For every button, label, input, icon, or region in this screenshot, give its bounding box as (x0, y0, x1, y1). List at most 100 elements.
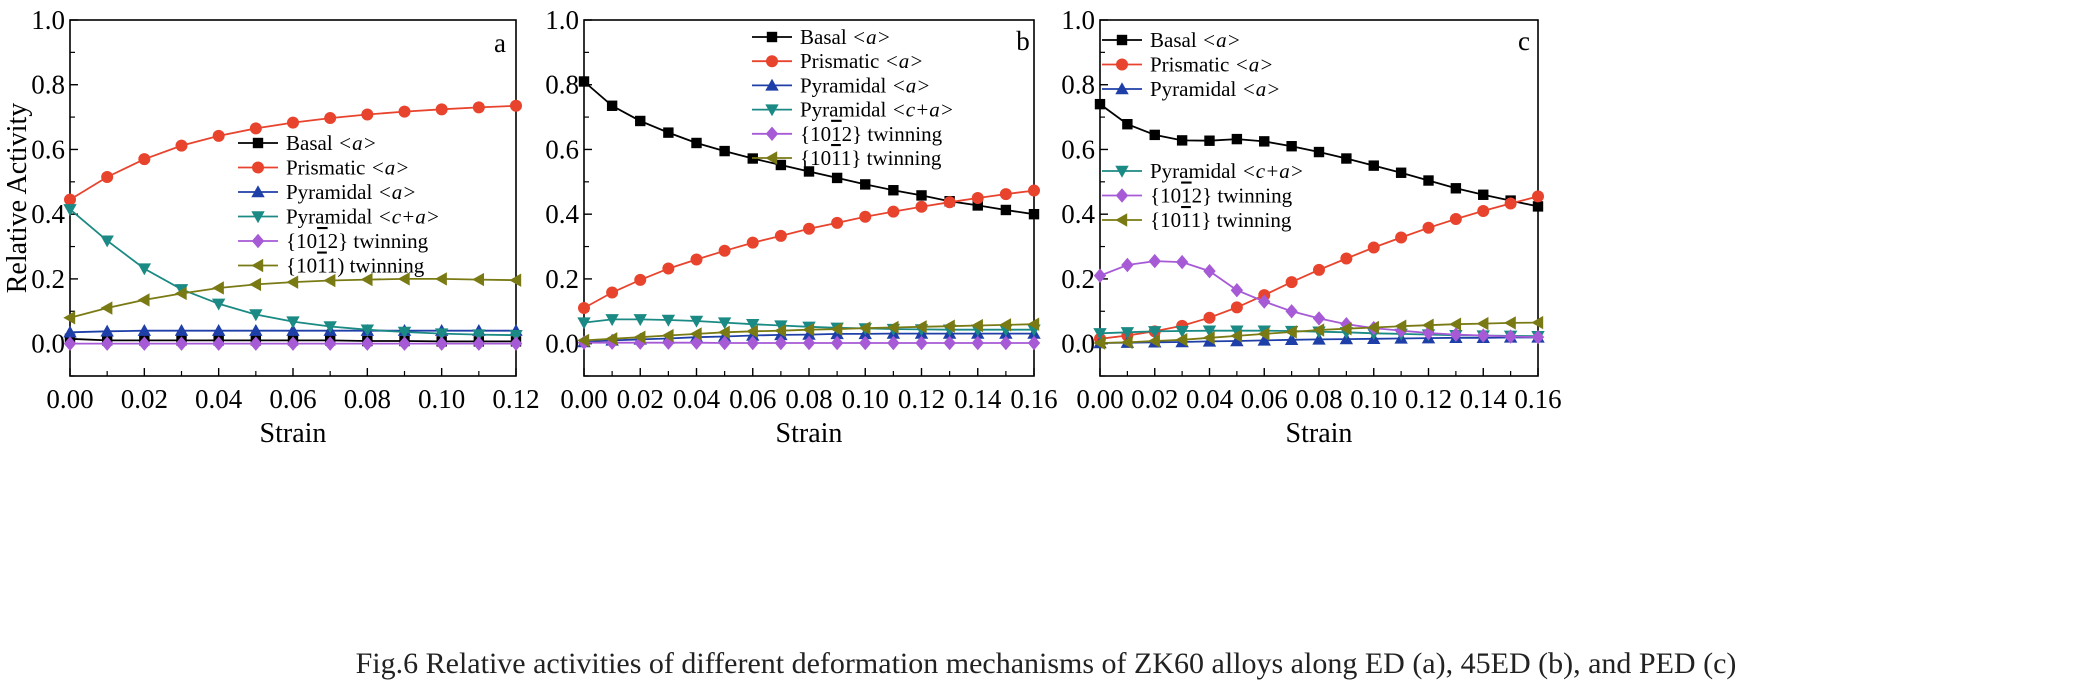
label-part: 2} twinning (1192, 184, 1293, 208)
label-part: 1} twinning (1191, 208, 1292, 232)
legend-entry: {1012} twinning (752, 122, 943, 146)
label-part: 1} twinning (841, 146, 942, 170)
legend-marker (765, 78, 779, 91)
data-point (1176, 135, 1188, 146)
data-point (971, 335, 984, 351)
data-point (361, 336, 374, 351)
label-part: <c+a> (1242, 159, 1304, 183)
legend-entry: {1011} twinning (1102, 208, 1292, 232)
legend-marker (251, 185, 265, 198)
data-point (578, 76, 590, 87)
series-T1011 (577, 317, 1040, 348)
data-point (887, 335, 900, 351)
data-point (802, 323, 815, 337)
legend-marker (251, 211, 265, 224)
data-point (1312, 323, 1325, 337)
data-point (286, 336, 300, 351)
data-point (287, 116, 299, 129)
legend-marker (251, 233, 265, 249)
x-tick-label: 0.12 (492, 384, 539, 414)
label-part: 1 (317, 254, 327, 278)
x-axis-title: Strain (1286, 418, 1353, 449)
data-point (1028, 184, 1040, 197)
data-point (691, 137, 702, 149)
data-point (746, 335, 759, 351)
chart-panel-b: 0.00.20.40.60.81.00.00 0.02 0.04 0.06 0.08 0.… (545, 5, 1057, 449)
data-point (1421, 318, 1434, 332)
x-tick-label: 0.10 (842, 384, 889, 414)
data-point (690, 253, 703, 266)
data-point (510, 99, 522, 112)
data-point (211, 323, 226, 336)
figure-caption: Fig.6 Relative activities of different d… (355, 647, 1737, 680)
data-point (860, 179, 871, 190)
x-tick-label: 0.04 (195, 384, 243, 414)
label-part: <a> (885, 49, 924, 73)
data-point (1094, 98, 1106, 110)
data-point (1027, 335, 1041, 351)
data-point (888, 185, 899, 196)
data-point (434, 272, 447, 286)
y-tick-label: 0.4 (31, 199, 65, 229)
x-axis: 0.00 0.02 0.04 0.06 0.08 0.10 0.12 0.14 0.16 (1076, 368, 1562, 414)
label-part: {10 (1150, 184, 1181, 208)
legend-marker (1115, 213, 1128, 227)
data-point (915, 200, 928, 213)
data-point (1230, 283, 1244, 298)
legend-entry: {1012} twinning (238, 229, 429, 253)
x-tick-label: 0.00 (1076, 384, 1123, 414)
label-part: 1 (1181, 208, 1191, 232)
data-point (1175, 325, 1189, 338)
data-point (286, 316, 300, 329)
data-point (212, 336, 225, 351)
label-part: Prismatic (800, 49, 885, 73)
data-point (1204, 135, 1215, 146)
data-point (1230, 334, 1244, 347)
x-tick-label: 0.08 (785, 384, 832, 414)
data-point (887, 205, 900, 218)
label-part: {10 (800, 146, 831, 170)
chart-panel-c: 0.00.20.40.60.81.00.00 0.02 0.04 0.06 0.08 0.… (1061, 5, 1561, 449)
series-Prismatic (578, 184, 1040, 315)
x-tick-label: 0.10 (418, 384, 465, 414)
x-tick-label: 0.08 (344, 384, 391, 414)
data-point (803, 166, 815, 177)
data-point (689, 315, 704, 328)
data-point (1450, 183, 1462, 194)
data-point (942, 319, 955, 333)
data-point (174, 323, 189, 336)
label-part: <a> (892, 73, 931, 97)
data-point (398, 105, 411, 118)
data-point (1395, 167, 1407, 178)
data-point (886, 320, 899, 335)
legend-marker (1115, 165, 1129, 178)
label-part: Basal (1150, 28, 1202, 52)
data-point (1477, 328, 1490, 343)
legend-entry: Pyramidal <a> (238, 180, 416, 204)
data-point (323, 273, 336, 288)
data-point (1122, 119, 1133, 130)
label-part: 1 (831, 122, 842, 146)
label-part: <a> (1235, 53, 1274, 77)
data-point (1120, 335, 1133, 350)
data-point (999, 318, 1012, 332)
label-part: 1 (317, 229, 328, 253)
y-axis-title: Relative Activity (2, 103, 33, 294)
data-point (435, 103, 448, 116)
data-point (746, 324, 758, 339)
data-point (717, 317, 732, 330)
data-point (175, 139, 188, 152)
legend-marker (251, 258, 264, 273)
data-point (1449, 213, 1462, 226)
legend-label: {1011) twinning (286, 254, 425, 278)
data-point (577, 333, 590, 348)
chart-panel-a: 0.00.20.40.60.81.00.00 0.02 0.04 0.06 0.08 0.… (2, 5, 540, 449)
legend-marker (765, 151, 778, 165)
label-part: <a> (378, 180, 417, 204)
label-part: {10 (286, 229, 317, 253)
data-point (606, 286, 619, 299)
legend-entry: Basal <a> (238, 131, 377, 155)
data-point (916, 190, 927, 201)
data-point (1202, 331, 1215, 345)
